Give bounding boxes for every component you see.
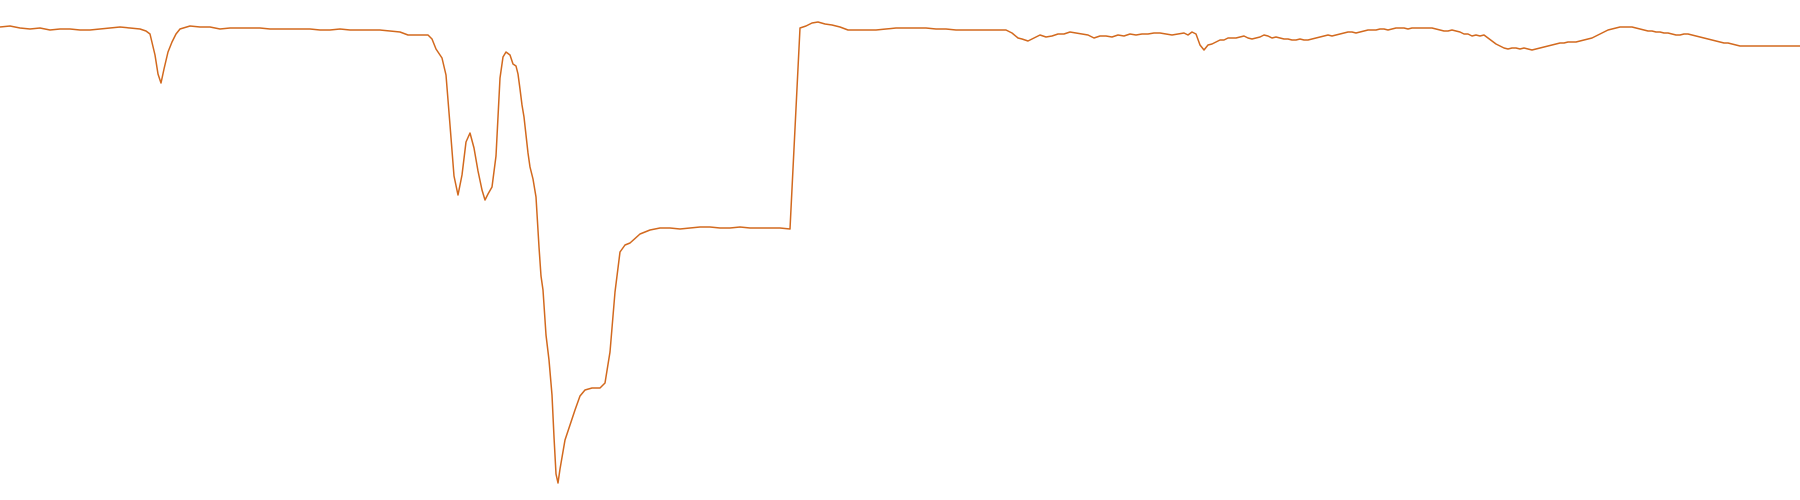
series-line-0 [0, 21, 1800, 484]
plot-area [0, 21, 1800, 484]
